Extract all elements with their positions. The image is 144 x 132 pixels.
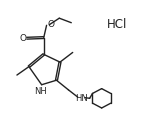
Text: O: O: [20, 34, 27, 43]
Text: NH: NH: [34, 87, 47, 96]
Text: HCl: HCl: [107, 18, 127, 31]
Text: HN: HN: [75, 95, 88, 103]
Text: O: O: [47, 20, 54, 29]
